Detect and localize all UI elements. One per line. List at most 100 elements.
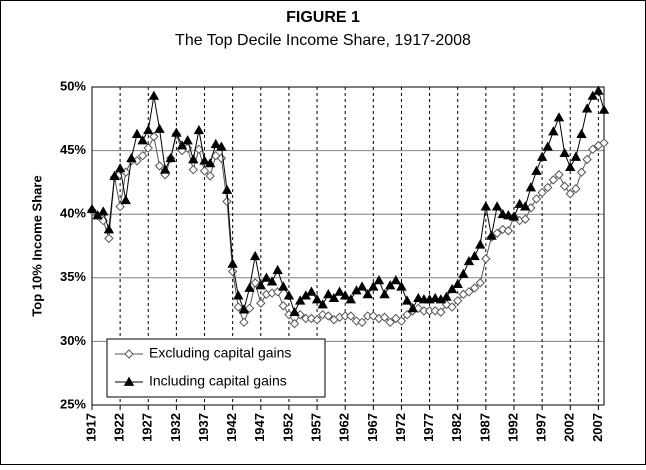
point: [593, 85, 604, 95]
plot-border: [91, 86, 605, 406]
y-tick-label: 25%: [60, 396, 86, 411]
point: [430, 292, 441, 303]
point: [520, 214, 530, 224]
point: [238, 304, 250, 314]
point: [188, 154, 199, 164]
point: [328, 292, 340, 303]
point: [188, 164, 198, 175]
point: [283, 290, 295, 300]
point: [576, 167, 587, 177]
point: [598, 104, 610, 114]
point: [239, 317, 249, 328]
point: [205, 171, 215, 181]
point: [137, 150, 148, 161]
point: [531, 194, 542, 204]
point: [373, 275, 385, 285]
point: [543, 182, 553, 193]
point: [233, 302, 243, 312]
point: [554, 170, 564, 180]
point: [396, 316, 407, 326]
point: [452, 278, 463, 289]
legend: Excluding capital gains Including capital…: [106, 338, 326, 398]
point: [492, 228, 502, 238]
point: [266, 276, 278, 286]
point: [548, 175, 559, 185]
y-tick-label: 40%: [60, 206, 86, 221]
point: [255, 280, 266, 290]
y-tick-label: 45%: [60, 142, 86, 157]
x-tick-label: 1947: [252, 413, 267, 442]
point: [491, 201, 503, 211]
point: [481, 254, 491, 264]
x-tick-label: 1917: [83, 413, 98, 442]
point: [503, 210, 514, 220]
point: [278, 301, 289, 311]
point: [104, 233, 114, 244]
point: [356, 281, 368, 291]
point: [311, 294, 323, 304]
point: [323, 289, 334, 299]
point: [98, 206, 109, 216]
x-tick-label: 1977: [421, 413, 436, 442]
point: [368, 311, 379, 321]
point: [159, 164, 171, 174]
point: [469, 283, 480, 293]
point: [588, 144, 598, 155]
point: [120, 194, 131, 205]
point: [165, 152, 176, 163]
point: [171, 127, 182, 137]
point: [261, 272, 272, 282]
point: [407, 303, 418, 313]
point: [362, 289, 373, 299]
point: [351, 316, 362, 326]
point: [599, 138, 609, 148]
point: [559, 147, 570, 158]
point: [182, 135, 193, 145]
point: [137, 135, 148, 145]
x-tick-label: 1937: [196, 413, 211, 442]
point: [525, 182, 537, 192]
point: [503, 226, 514, 236]
point: [514, 198, 525, 208]
x-tick-label: 1972: [393, 413, 408, 442]
point: [346, 311, 356, 321]
point: [126, 152, 137, 163]
point: [480, 201, 492, 211]
point: [250, 278, 260, 288]
point: [312, 315, 322, 325]
point: [385, 317, 395, 328]
chart-subtitle: The Top Decile Income Share, 1917-2008: [175, 32, 471, 49]
point: [458, 268, 469, 278]
point: [537, 187, 547, 198]
point: [256, 298, 266, 308]
point: [463, 255, 475, 266]
point: [289, 306, 300, 317]
point: [413, 292, 424, 303]
point: [464, 287, 474, 297]
legend-box: [106, 338, 326, 398]
point: [571, 184, 581, 194]
point: [154, 123, 165, 133]
point: [582, 154, 592, 165]
point: [323, 311, 334, 321]
point: [570, 151, 582, 161]
legend-label: Excluding capital gains: [149, 345, 291, 361]
point: [441, 291, 452, 301]
point: [115, 201, 125, 212]
point: [294, 295, 306, 305]
x-tick-label: 2007: [590, 413, 605, 442]
point: [430, 306, 440, 316]
legend-marker: [123, 376, 135, 386]
point: [289, 318, 300, 329]
point: [453, 295, 463, 306]
point: [475, 278, 485, 288]
point: [401, 295, 413, 305]
point: [446, 283, 458, 294]
point: [385, 280, 396, 290]
x-tick-label: 1997: [534, 413, 549, 442]
point: [199, 166, 210, 176]
x-tick-label: 1932: [168, 413, 183, 442]
x-tick-label: 2002: [562, 413, 577, 442]
point: [216, 141, 227, 151]
